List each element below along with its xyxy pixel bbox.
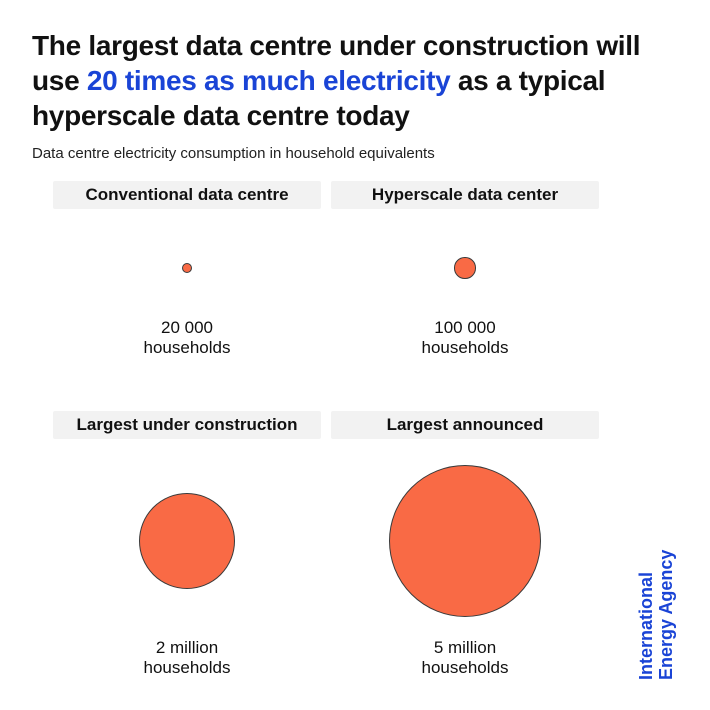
headline-highlight: 20 times as much electricity — [86, 65, 451, 96]
iea-logo-line-1: International — [636, 571, 656, 680]
value-under-construction: 2 million — [155, 638, 219, 657]
value-label-conventional: 20 000 households — [53, 318, 321, 358]
panel-label-under-construction: Largest under construction — [53, 411, 321, 439]
value-label-hyperscale: 100 000 households — [331, 318, 599, 358]
bubble-under-construction — [138, 492, 236, 590]
panel-label-conventional: Conventional data centre — [53, 181, 321, 209]
unit-conventional: households — [143, 338, 231, 357]
iea-logo-text: International Energy Agency — [636, 550, 676, 680]
unit-announced: households — [421, 658, 509, 677]
bubble-hyperscale — [454, 257, 476, 279]
unit-hyperscale: households — [421, 338, 509, 357]
panel-label-hyperscale: Hyperscale data center — [331, 181, 599, 209]
value-conventional: 20 000 — [161, 318, 213, 337]
headline-text-end: as a typical hyperscale data centre toda… — [32, 65, 606, 131]
bubble-announced — [389, 465, 541, 617]
value-announced: 5 million — [433, 638, 497, 657]
chart-subtitle: Data centre electricity consumption in h… — [32, 145, 435, 162]
unit-under-construction: households — [143, 658, 231, 677]
headline-text-start: The largest data centre under constructi… — [32, 30, 641, 96]
value-label-announced: 5 million households — [331, 638, 599, 678]
panel-label-announced: Largest announced — [331, 411, 599, 439]
iea-logo-line-2: Energy Agency — [656, 549, 676, 680]
value-label-under-construction: 2 million households — [53, 638, 321, 678]
bubble-conventional — [182, 263, 192, 273]
value-hyperscale: 100 000 — [434, 318, 496, 337]
headline: The largest data centre under constructi… — [32, 28, 682, 133]
